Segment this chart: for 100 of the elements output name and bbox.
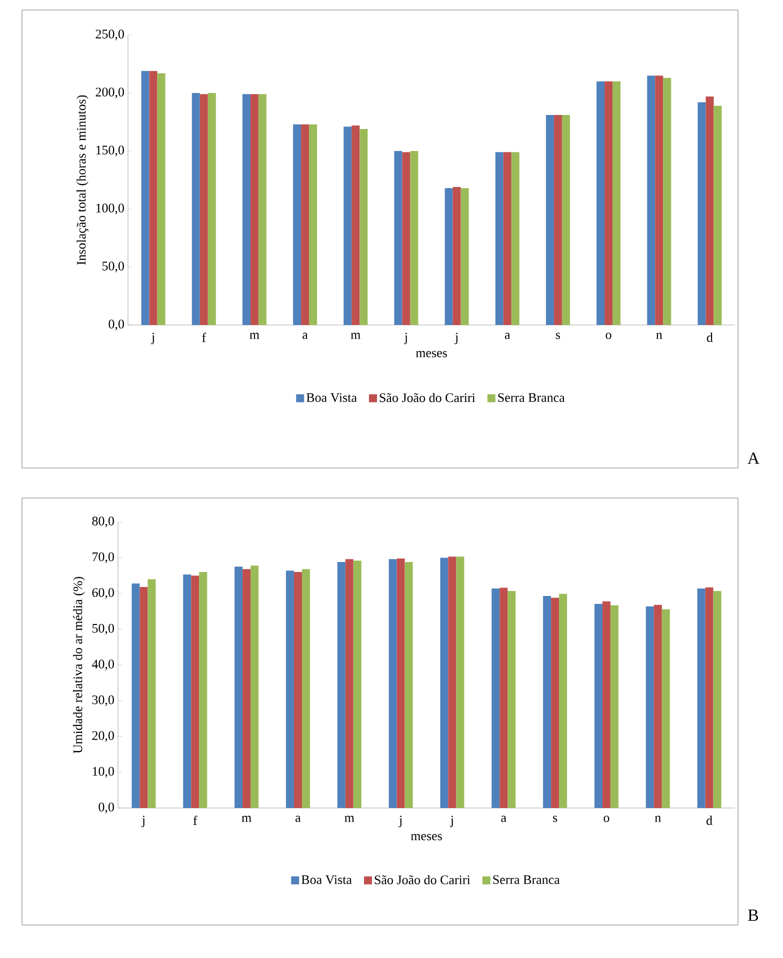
bar — [183, 574, 192, 808]
x-tick-label: a — [501, 816, 506, 822]
bar — [157, 73, 166, 325]
bar — [594, 604, 602, 808]
x-tick-label: d — [706, 816, 712, 825]
bar — [410, 150, 418, 325]
bar — [250, 566, 259, 808]
bar — [511, 152, 520, 325]
x-tick-label: j — [398, 816, 402, 828]
bar — [192, 93, 200, 325]
bar — [293, 124, 302, 325]
x-tick-label: a — [302, 332, 308, 340]
legend-label: São João do Cariri — [380, 392, 476, 402]
x-tick-label: a — [504, 332, 510, 340]
bar — [495, 152, 504, 325]
bar — [396, 558, 405, 808]
bar — [662, 609, 670, 808]
bar — [394, 150, 402, 325]
x-axis-title: meses — [416, 351, 447, 358]
bar — [492, 588, 500, 808]
bar — [402, 152, 410, 325]
legend-label: Serra Branca — [498, 393, 565, 402]
bar — [647, 76, 656, 325]
bar — [559, 594, 568, 808]
y-tick-label: 200,0 — [96, 88, 124, 98]
bar — [345, 559, 354, 808]
y-tick-label: 70,0 — [92, 552, 114, 564]
y-tick-label: 40,0 — [92, 660, 114, 670]
bar — [646, 606, 654, 808]
bar — [500, 588, 508, 808]
bar — [352, 125, 360, 325]
bar — [140, 587, 148, 808]
bar — [460, 188, 469, 325]
bar — [250, 94, 258, 325]
y-tick-label: 50,0 — [92, 624, 114, 635]
legend-label: Boa Vista — [306, 393, 357, 402]
y-tick-label: 20,0 — [92, 731, 114, 742]
x-tick-label: m — [250, 332, 260, 339]
bar — [388, 559, 397, 808]
bar — [596, 81, 605, 325]
x-tick-label: n — [654, 816, 661, 822]
x-tick-label: s — [553, 816, 558, 822]
x-tick-label: f — [202, 332, 206, 342]
bar — [301, 124, 310, 325]
text: A — [748, 452, 760, 464]
x-tick-label: d — [706, 332, 713, 342]
y-axis-title: Umidade relativa do ar média (%) — [73, 576, 85, 754]
x-tick-label: j — [454, 332, 458, 344]
bar — [706, 96, 714, 325]
bar — [508, 590, 516, 808]
bar — [713, 590, 722, 808]
y-tick-label: 100,0 — [96, 204, 124, 214]
x-tick-label: m — [350, 332, 360, 339]
bar — [543, 596, 552, 808]
bar — [242, 94, 250, 325]
bar — [353, 560, 362, 808]
bar — [132, 583, 140, 808]
bar — [337, 562, 346, 808]
bar — [149, 70, 158, 325]
y-tick-label: 50,0 — [102, 262, 124, 272]
bar — [191, 576, 200, 808]
y-tick-label: 60,0 — [92, 588, 114, 599]
bar — [360, 128, 368, 325]
x-tick-label: o — [606, 332, 612, 340]
bar — [404, 562, 413, 808]
x-tick-label: j — [142, 816, 144, 828]
y-tick-label: 10,0 — [92, 766, 114, 778]
bar — [286, 570, 294, 808]
bar — [208, 93, 216, 325]
bar — [141, 70, 150, 325]
bar — [714, 106, 722, 325]
bar — [242, 569, 251, 808]
bar — [546, 115, 554, 325]
bar — [503, 152, 512, 325]
bar — [663, 78, 672, 325]
x-tick-label: s — [556, 332, 560, 340]
text: B — [748, 910, 758, 921]
x-tick-label: n — [656, 332, 662, 339]
bar — [344, 126, 352, 325]
bar — [258, 94, 266, 325]
bar — [302, 569, 310, 808]
x-tick-label: m — [344, 816, 354, 822]
bar — [456, 556, 464, 808]
bar — [148, 579, 156, 808]
legend-label: Serra Branca — [493, 875, 560, 884]
bar — [602, 601, 610, 808]
y-tick-label: 0,0 — [98, 802, 114, 814]
x-tick-label: m — [242, 816, 252, 822]
bar — [551, 598, 560, 808]
bar — [697, 588, 706, 808]
bar — [452, 186, 461, 325]
y-tick-label: 0,0 — [108, 320, 124, 330]
x-tick-label: f — [193, 816, 198, 825]
bar — [294, 572, 302, 808]
bar — [562, 115, 570, 325]
y-tick-label: 30,0 — [92, 695, 114, 706]
legend-label: Boa Vista — [302, 875, 352, 884]
bar — [200, 94, 208, 325]
bar — [448, 556, 456, 808]
x-tick-label: j — [450, 816, 453, 828]
